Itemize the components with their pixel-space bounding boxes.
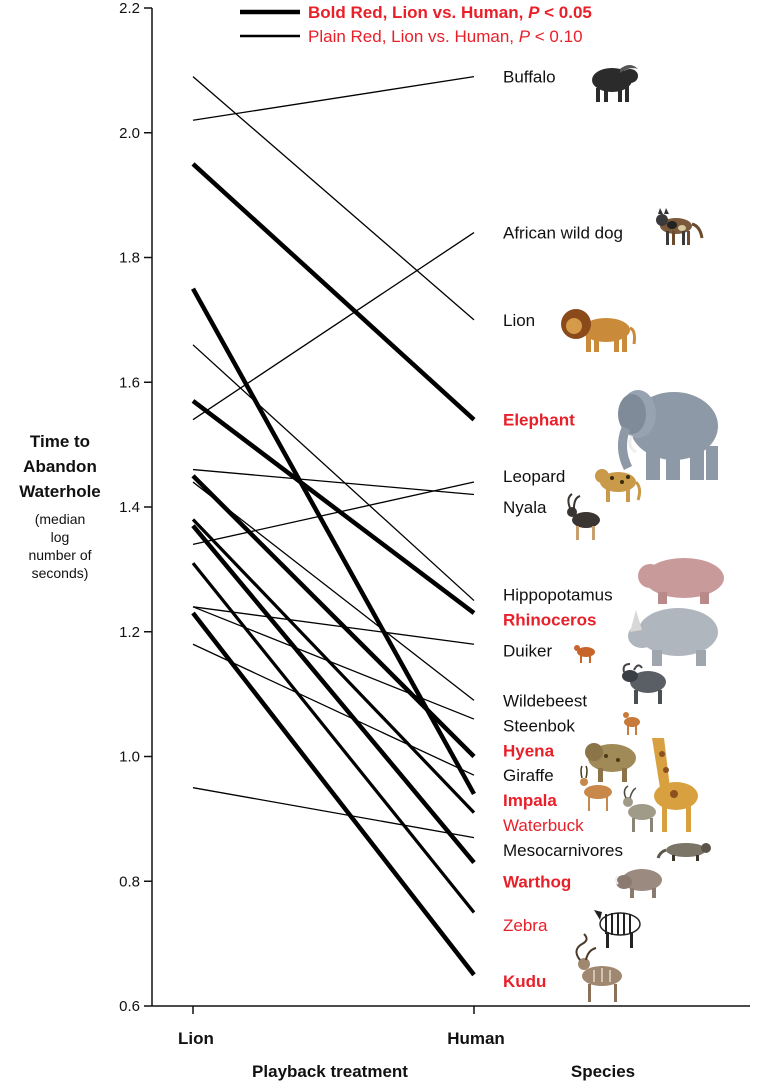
zebra-icon (594, 910, 641, 948)
buffalo-icon (592, 65, 638, 102)
axes (151, 8, 750, 1014)
y-ticks: 0.6 0.8 1.0 1.2 1.4 1.6 1.8 2.0 2.2 (119, 0, 152, 1015)
duiker-icon (574, 645, 595, 663)
series-line-nyala (192, 481, 475, 546)
series-line-duiker (192, 606, 475, 645)
elephant-icon (618, 390, 718, 480)
x-tick-label-lion: Lion (178, 1029, 214, 1048)
species-header: Species (571, 1062, 635, 1081)
species-label-buffalo: Buffalo (503, 68, 556, 87)
lion-icon (561, 309, 636, 352)
series-line-buffalo (192, 75, 475, 121)
x-axis-title: Playback treatment (252, 1062, 408, 1081)
series-line-elephant (191, 162, 476, 422)
animal-icons (561, 65, 724, 1002)
series-line-steenbok (192, 606, 475, 720)
species-label-waterbuck: Waterbuck (503, 816, 584, 835)
y-tick-label: 2.0 (119, 125, 140, 142)
kudu-icon (575, 933, 622, 1002)
species-label-duiker: Duiker (503, 641, 552, 660)
hyena-icon (585, 743, 636, 782)
y-tick-label: 1.6 (119, 374, 140, 391)
mesocarnivore-icon (656, 843, 711, 861)
species-label-wildebeest: Wildebeest (503, 691, 587, 710)
species-label-zebra: Zebra (503, 916, 548, 935)
impala-icon (580, 765, 612, 811)
series-line-wildebeest (192, 481, 475, 701)
species-label-mesocarnivores: Mesocarnivores (503, 841, 623, 860)
legend-entry-plain: Plain Red, Lion vs. Human, P < 0.10 (308, 27, 583, 46)
hippopotamus-icon (638, 558, 724, 604)
species-label-elephant: Elephant (503, 411, 575, 430)
species-label-impala: Impala (503, 791, 557, 810)
series-line-kudu (191, 611, 476, 977)
species-label-rhinoceros: Rhinoceros (503, 610, 597, 629)
y-tick-label: 1.8 (119, 250, 140, 267)
species-label-african-wild-dog: African wild dog (503, 224, 623, 243)
species-label-lion: Lion (503, 311, 535, 330)
y-tick-label: 2.2 (119, 0, 140, 17)
species-label-warthog: Warthog (503, 872, 571, 891)
x-tick-label-human: Human (447, 1029, 505, 1048)
species-labels: Buffalo African wild dog Lion Elephant Leopa… (503, 68, 623, 991)
series-line-zebra (191, 562, 476, 914)
y-tick-label: 0.8 (119, 873, 140, 890)
series-line-lion (192, 76, 475, 321)
series-line-african-wild-dog (192, 232, 475, 421)
species-label-nyala: Nyala (503, 498, 547, 517)
series-line-giraffe (192, 643, 475, 776)
legend-entry-bold: Bold Red, Lion vs. Human, P < 0.05 (308, 3, 592, 22)
y-axis-title-main: Time to Abandon Waterhole (19, 432, 101, 501)
y-tick-label: 1.2 (119, 624, 140, 641)
species-label-leopard: Leopard (503, 467, 565, 486)
series-line-hippopotamus (192, 344, 475, 602)
series-line-impala (191, 287, 476, 796)
giraffe-icon (652, 738, 698, 832)
series-line-mesocarnivores (192, 787, 475, 839)
y-axis-title-sub: (median log number of seconds) (28, 511, 91, 581)
leopard-icon (595, 469, 642, 502)
species-label-hippopotamus: Hippopotamus (503, 585, 613, 604)
x-tick-labels: Lion Human (178, 1029, 505, 1048)
nyala-icon (567, 493, 600, 540)
legend: Bold Red, Lion vs. Human, P < 0.05 Plain… (240, 3, 592, 46)
series-line-rhinoceros (191, 399, 476, 615)
y-tick-label: 1.4 (119, 499, 140, 516)
series-line-warthog (191, 524, 476, 864)
species-label-kudu: Kudu (503, 972, 546, 991)
african-wild-dog-icon (656, 208, 704, 245)
species-label-hyena: Hyena (503, 741, 555, 760)
species-label-giraffe: Giraffe (503, 766, 554, 785)
rhinoceros-icon (628, 608, 718, 666)
series-line-waterbuck (191, 518, 476, 814)
wildebeest-icon (622, 663, 666, 704)
y-tick-label: 0.6 (119, 998, 140, 1015)
series-lines (191, 75, 476, 977)
steenbok-icon (623, 712, 640, 735)
series-line-leopard (192, 468, 475, 496)
waterbuck-icon (623, 785, 656, 832)
warthog-icon (615, 869, 662, 898)
species-label-steenbok: Steenbok (503, 716, 575, 735)
y-tick-label: 1.0 (119, 749, 140, 766)
y-axis-title: Time to Abandon Waterhole (median log number… (19, 432, 101, 581)
